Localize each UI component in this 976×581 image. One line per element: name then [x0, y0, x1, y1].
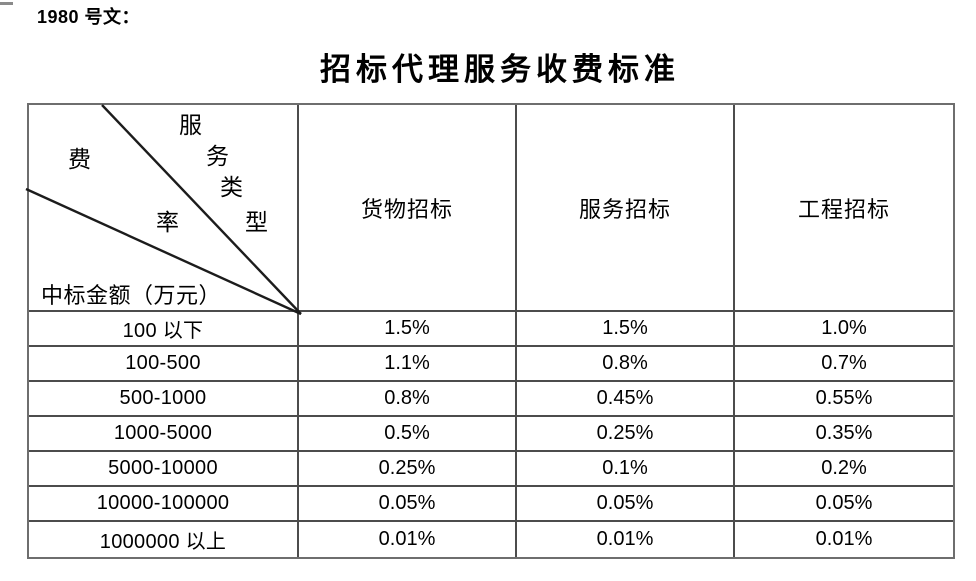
fee-value: 0.35%	[735, 417, 953, 452]
fee-value: 0.2%	[735, 452, 953, 487]
page-title: 招标代理服务收费标准	[320, 52, 680, 87]
corner-type-char: 服	[179, 113, 202, 138]
corner-fee-char: 费	[68, 147, 91, 172]
fee-value: 0.8%	[299, 382, 517, 417]
row-label: 5000-10000	[29, 452, 299, 487]
fee-value: 0.25%	[517, 417, 735, 452]
fee-value: 1.5%	[517, 312, 735, 347]
col-header-goods: 货物招标	[299, 105, 517, 312]
fee-value: 0.05%	[299, 487, 517, 522]
col-header-works: 工程招标	[735, 105, 953, 312]
corner-amount-label: 中标金额（万元）	[41, 283, 222, 308]
fee-value: 0.5%	[299, 417, 517, 452]
fee-value: 1.0%	[735, 312, 953, 347]
row-label: 1000-5000	[29, 417, 299, 452]
fee-value: 0.45%	[517, 382, 735, 417]
corner-fee-char: 率	[156, 210, 179, 235]
fee-value: 1.5%	[299, 312, 517, 347]
corner-type-char: 务	[206, 144, 229, 169]
fee-value: 0.8%	[517, 347, 735, 382]
doc-number: 1980 号文：	[37, 7, 141, 27]
corner-type-char: 型	[245, 210, 268, 235]
row-label: 1000000 以上	[29, 522, 299, 557]
fee-table: 服 务 类 型 费 率 中标金额（万元） 货物招标 服务招标 工程招标 100 …	[25, 103, 955, 559]
fee-value: 0.25%	[299, 452, 517, 487]
fee-value: 0.55%	[735, 382, 953, 417]
fee-value: 0.01%	[517, 522, 735, 557]
row-label: 100 以下	[29, 312, 299, 347]
corner-type-char: 类	[220, 175, 243, 200]
col-header-services: 服务招标	[517, 105, 735, 312]
row-label: 100-500	[29, 347, 299, 382]
fee-value: 1.1%	[299, 347, 517, 382]
fee-value: 0.01%	[815, 528, 873, 550]
fee-value: 0.01%	[299, 522, 517, 557]
fee-value: 0.05%	[735, 487, 953, 522]
fee-value: 0.7%	[735, 347, 953, 382]
corner-diagonal-lines	[25, 104, 302, 316]
row-label: 10000-100000	[29, 487, 299, 522]
fee-value: 0.05%	[517, 487, 735, 522]
table-corner-cell: 服 务 类 型 费 率 中标金额（万元）	[25, 104, 302, 316]
row-label: 500-1000	[29, 382, 299, 417]
fee-value: 0.1%	[517, 452, 735, 487]
scan-edge-artifact	[0, 2, 13, 5]
